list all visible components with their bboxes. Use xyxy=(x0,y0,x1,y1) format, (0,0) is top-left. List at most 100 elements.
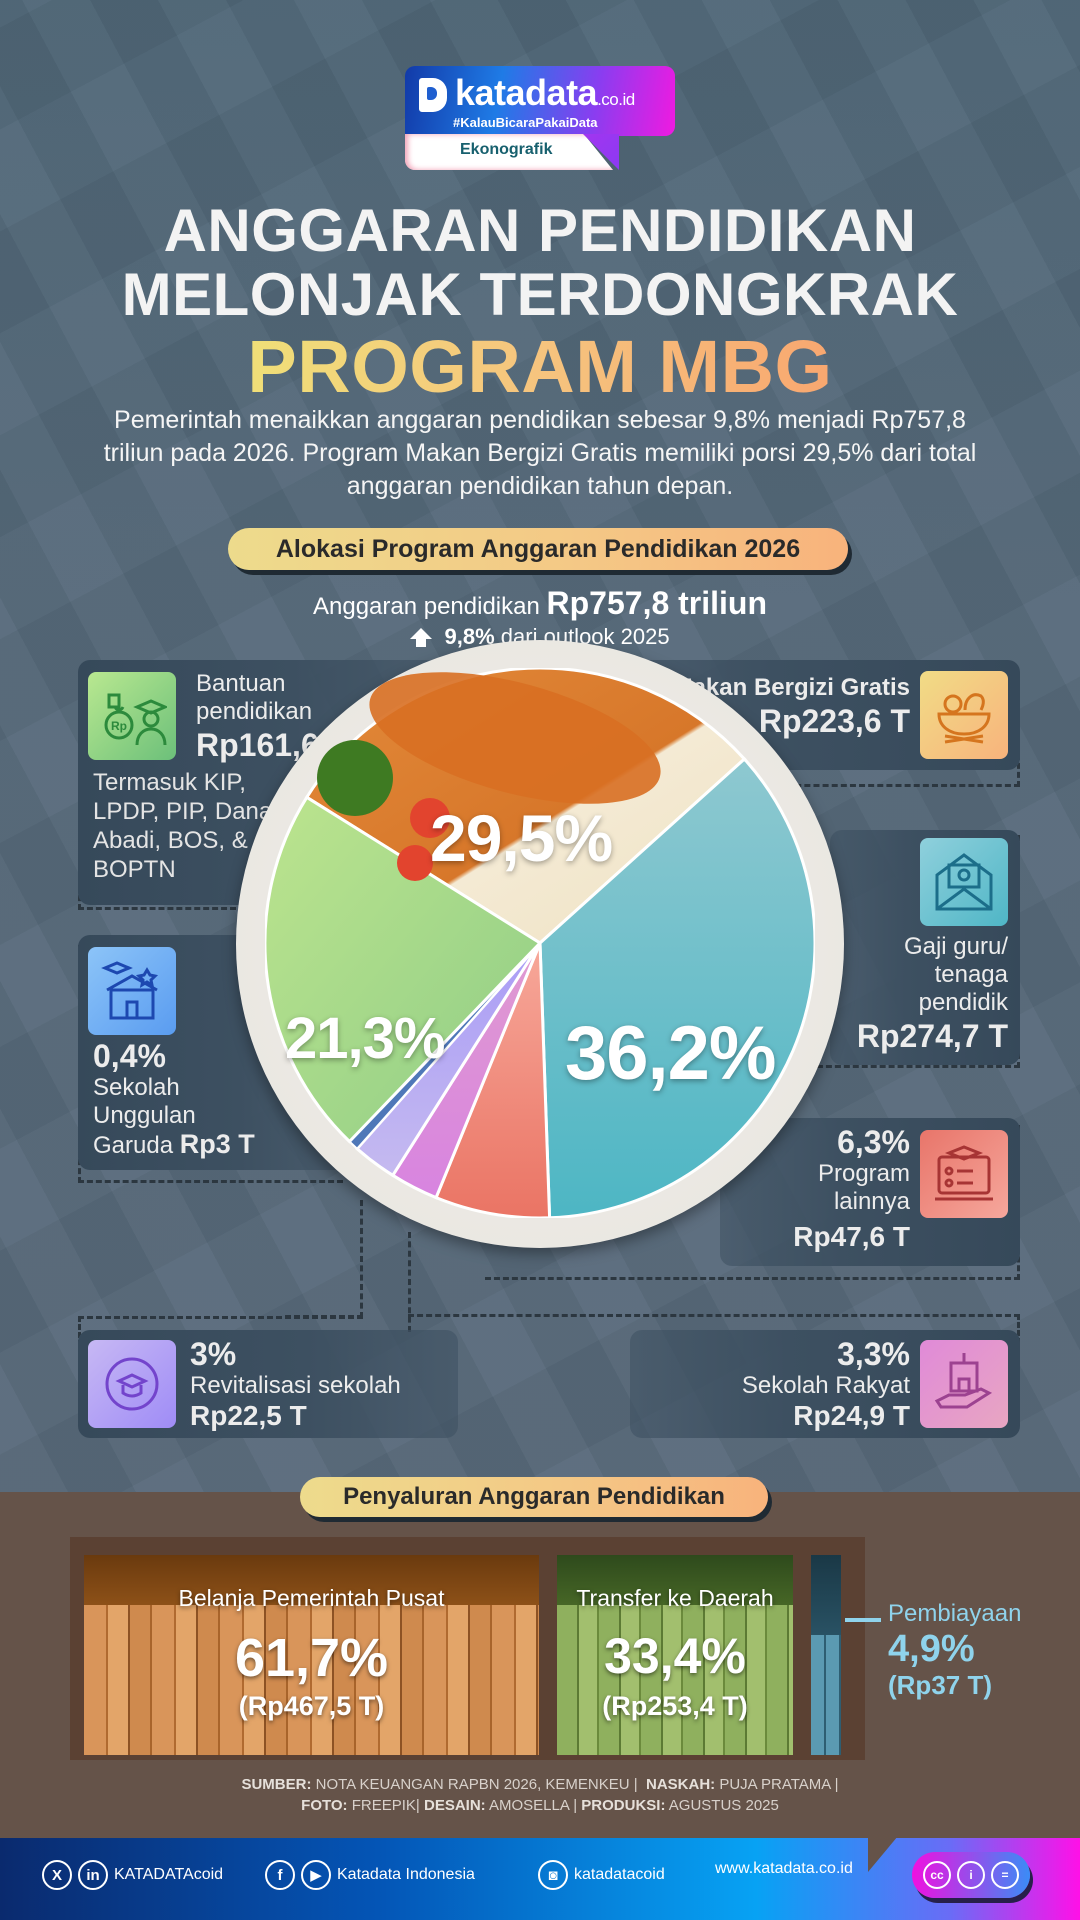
footer-instagram[interactable]: ◙ katadatacoid xyxy=(538,1860,665,1890)
unggulan-pct: 0,4% xyxy=(93,1038,166,1074)
salary-envelope-icon xyxy=(920,838,1008,926)
credits-line-2: FOTO: FREEPIK| DESAIN: AMOSELLA | PRODUK… xyxy=(0,1795,1080,1816)
connector-rakyat-h xyxy=(408,1314,1020,1344)
credit-key: PRODUKSI: xyxy=(581,1797,666,1814)
card-sekolah-rakyat: 3,3% Sekolah Rakyat Rp24,9 T xyxy=(630,1330,1020,1438)
arrow-up-icon xyxy=(410,628,433,647)
credit-key: SUMBER: xyxy=(241,1776,312,1793)
katadata-d-icon xyxy=(419,78,447,112)
lainnya-label-2: lainnya xyxy=(833,1188,910,1215)
pie-slice-gaji[interactable] xyxy=(538,756,815,1218)
gaji-label-1: Gaji guru/ xyxy=(903,933,1008,960)
unggulan-label-1: Sekolah xyxy=(93,1074,180,1101)
credit-key: FOTO: xyxy=(301,1797,348,1814)
bantuan-label-2: pendidikan xyxy=(196,698,313,725)
chicken-illustration xyxy=(369,672,661,804)
katadata-logo[interactable]: katadata.co.id #KalauBicaraPakaiData Eko… xyxy=(405,66,675,170)
pie-slice-bantuan[interactable] xyxy=(265,795,543,1144)
food-bowl-icon xyxy=(920,671,1008,759)
title-highlight: PROGRAM MBG xyxy=(247,325,833,408)
pie-label-mbg: 29,5% xyxy=(430,801,613,875)
total-prefix: Anggaran pendidikan xyxy=(312,593,540,620)
shelf-pembiayaan xyxy=(811,1555,841,1755)
unggulan-label-3: Garuda xyxy=(93,1132,174,1159)
total-value: Rp757,8 triliun xyxy=(546,585,768,621)
intro-paragraph: Pemerintah menaikkan anggaran pendidikan… xyxy=(103,406,977,500)
rakyat-pct: 3,3% xyxy=(837,1336,910,1372)
revitalisasi-pct: 3% xyxy=(190,1336,237,1372)
lainnya-label-1: Program xyxy=(817,1160,910,1187)
nd-icon: = xyxy=(991,1861,1019,1889)
credit-key: DESAIN: xyxy=(423,1797,486,1814)
credit-key: NASKAH: xyxy=(646,1776,716,1793)
card-revitalisasi-sekolah: 3% Revitalisasi sekolah Rp22,5 T xyxy=(78,1330,458,1438)
daerah-amount: (Rp253,4 T) xyxy=(602,1691,748,1721)
logo-series-tab xyxy=(405,134,613,170)
revitalisasi-label: Revitalisasi sekolah xyxy=(190,1372,401,1399)
hand-school-icon xyxy=(920,1340,1008,1428)
broccoli-illustration xyxy=(317,740,393,816)
creative-commons-badge[interactable]: cc i = xyxy=(912,1852,1030,1898)
fb-youtube-handle[interactable]: Katadata Indonesia xyxy=(337,1866,475,1883)
connector-revitalisasi-h xyxy=(78,1316,363,1346)
pembiayaan-label: Pembiayaan xyxy=(888,1600,1022,1627)
logo-wordmark: katadata.co.id xyxy=(455,72,635,113)
credits: SUMBER: NOTA KEUANGAN RAPBN 2026, KEMENK… xyxy=(0,1774,1080,1816)
credit-value: FREEPIK| xyxy=(351,1797,420,1814)
gaji-label-3: pendidik xyxy=(918,989,1008,1016)
bantuan-label-1: Bantuan xyxy=(196,670,286,697)
series-label: Ekonografik xyxy=(460,141,553,158)
revitalisasi-amount: Rp22,5 T xyxy=(190,1400,307,1431)
card-gaji-guru: Gaji guru/ tenaga pendidik Rp274,7 T xyxy=(830,830,1020,1065)
books-pembiayaan xyxy=(811,1635,841,1755)
pie-slice-program-lainnya[interactable] xyxy=(434,942,552,1218)
daerah-label: Transfer ke Daerah xyxy=(576,1585,774,1611)
pembiayaan-amount: (Rp37 T) xyxy=(888,1670,992,1700)
bantuan-note: Termasuk KIP, LPDP, PIP, Dana Abadi, BOS… xyxy=(93,769,273,883)
bookshelf: Belanja Pemerintah Pusat 61,7% (Rp467,5 … xyxy=(70,1537,865,1760)
allocation-heading-pill: Alokasi Program Anggaran Pendidikan 2026 xyxy=(228,528,848,570)
instagram-icon[interactable]: ◙ xyxy=(538,1860,568,1890)
cc-icon: cc xyxy=(923,1861,951,1889)
pembiayaan-callout: Pembiayaan 4,9% (Rp37 T) xyxy=(888,1600,1021,1700)
credit-value: AMOSELLA | xyxy=(489,1797,578,1814)
pie-label-gaji: 36,2% xyxy=(565,1011,776,1096)
daerah-pct: 33,4% xyxy=(604,1628,746,1684)
x-linkedin-handle[interactable]: KATADATAcoid xyxy=(114,1866,224,1883)
footer-facebook-youtube[interactable]: f ▶ Katadata Indonesia xyxy=(265,1860,475,1890)
gaji-label-2: tenaga xyxy=(934,961,1008,988)
books-daerah xyxy=(557,1605,793,1755)
unggulan-label-2: Unggulan xyxy=(93,1102,196,1129)
credit-value: AGUSTUS 2025 xyxy=(668,1797,779,1814)
pusat-pct: 61,7% xyxy=(234,1628,389,1688)
website-link[interactable]: www.katadata.co.id xyxy=(715,1860,853,1877)
rakyat-label: Sekolah Rakyat xyxy=(741,1372,910,1399)
credits-line-1: SUMBER: NOTA KEUANGAN RAPBN 2026, KEMENK… xyxy=(0,1774,1080,1795)
x-twitter-icon[interactable]: X xyxy=(42,1860,72,1890)
pembiayaan-pct: 4,9% xyxy=(888,1628,975,1670)
logo-banner xyxy=(405,66,675,136)
instagram-handle[interactable]: katadatacoid xyxy=(574,1866,665,1883)
footer-website[interactable]: www.katadata.co.id xyxy=(715,1860,853,1878)
pusat-amount: (Rp467,5 T) xyxy=(238,1691,385,1721)
total-budget-line: Anggaran pendidikan Rp757,8 triliun xyxy=(0,585,1080,622)
allocation-pie-chart xyxy=(265,668,815,1218)
books-pusat xyxy=(84,1605,539,1755)
gaji-amount: Rp274,7 T xyxy=(856,1018,1008,1054)
tomato-illustration xyxy=(397,845,433,881)
youtube-icon[interactable]: ▶ xyxy=(301,1860,331,1890)
unggulan-amount: Rp3 T xyxy=(179,1129,255,1159)
by-icon: i xyxy=(957,1861,985,1889)
footer-x-linkedin[interactable]: X in KATADATAcoid xyxy=(42,1860,223,1890)
svg-text:Rp: Rp xyxy=(111,719,127,733)
linkedin-icon[interactable]: in xyxy=(78,1860,108,1890)
pie-label-bantuan: 21,3% xyxy=(285,1006,445,1071)
tomato-illustration xyxy=(410,798,450,838)
facebook-icon[interactable]: f xyxy=(265,1860,295,1890)
lainnya-amount: Rp47,6 T xyxy=(793,1221,910,1252)
shelf-pusat: Belanja Pemerintah Pusat 61,7% (Rp467,5 … xyxy=(84,1555,539,1755)
money-bag-graduate-icon: Rp xyxy=(88,672,176,760)
logo-hashtag: #KalauBicaraPakaiData xyxy=(453,115,598,130)
title-line-1: ANGGARAN PENDIDIKAN xyxy=(163,197,917,264)
credit-value: PUJA PRATAMA | xyxy=(719,1776,839,1793)
